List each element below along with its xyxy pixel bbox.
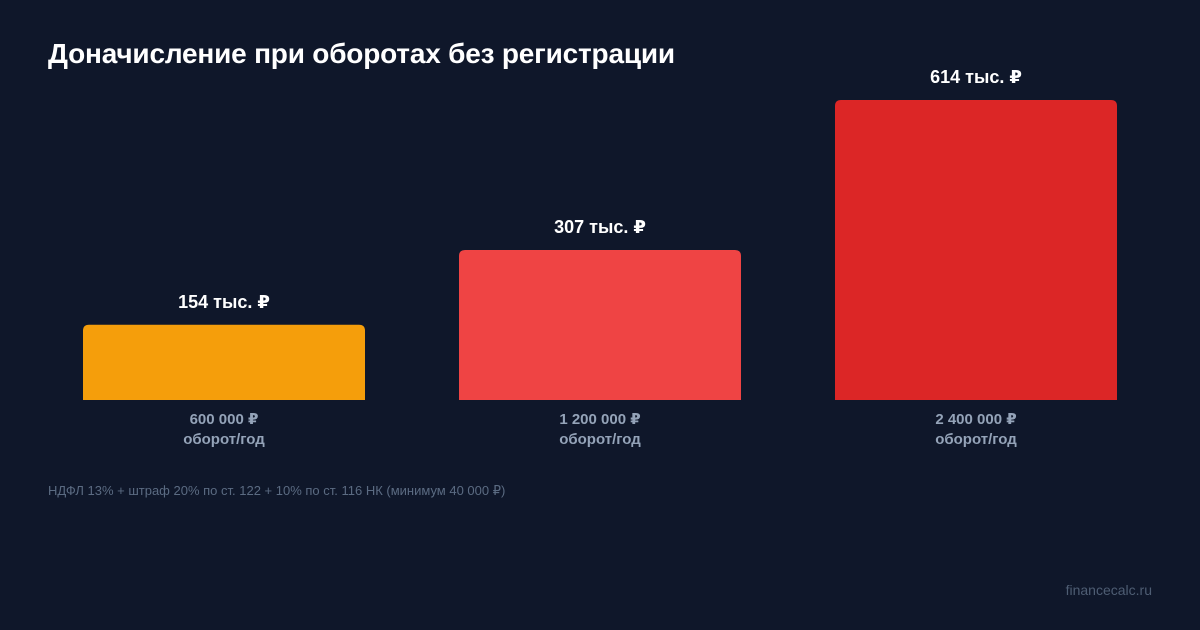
category-sublabel: оборот/год	[183, 431, 265, 448]
bar-value-label: 614 тыс. ₽	[930, 67, 1022, 87]
bar-3	[835, 100, 1117, 400]
category-label: 2 400 000 ₽	[935, 411, 1016, 428]
bar-1	[83, 324, 365, 400]
bar-2	[459, 250, 741, 400]
category-label: 1 200 000 ₽	[559, 411, 640, 428]
category-sublabel: оборот/год	[935, 431, 1017, 448]
footnote: НДФЛ 13% + штраф 20% по ст. 122 + 10% по…	[48, 483, 506, 498]
bar-value-label: 307 тыс. ₽	[554, 217, 646, 237]
category-sublabel: оборот/год	[559, 431, 641, 448]
bar-value-label: 154 тыс. ₽	[178, 292, 270, 312]
brand-watermark: financecalc.ru	[1065, 582, 1152, 598]
chart-title: Доначисление при оборотах без регистраци…	[48, 38, 675, 69]
bar-chart: 154 тыс. ₽ 600 000 ₽ оборот/год 307 тыс. ₽ 1…	[83, 67, 1117, 448]
category-label: 600 000 ₽	[190, 411, 259, 428]
